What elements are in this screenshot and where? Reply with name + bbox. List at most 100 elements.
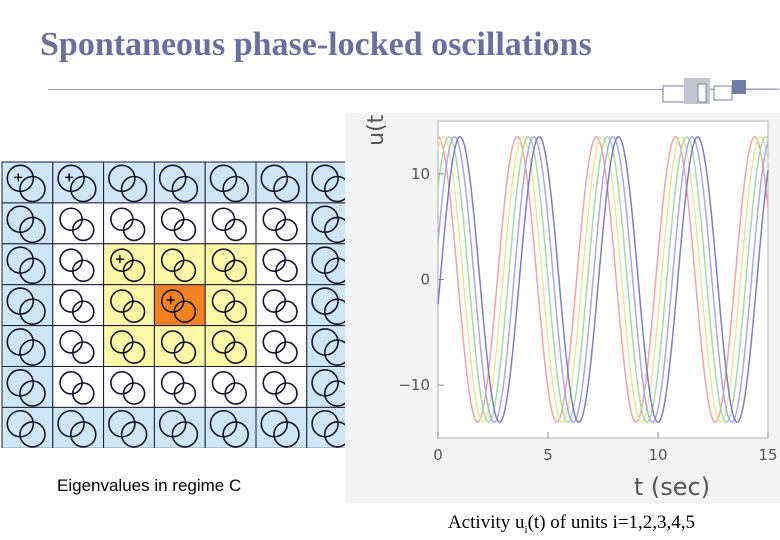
eigenvalue-circle [273,421,300,448]
series-group [437,136,769,423]
grid-cell [103,325,155,368]
grid-cell [153,161,206,204]
grid-cell [255,284,308,327]
grid-cell [153,243,206,286]
grid-cell [52,406,105,448]
eigenvalue-circle [173,382,197,405]
eigenvalue-circle [171,175,199,203]
grid-cell [52,243,105,286]
x-tick-label: 10 [648,446,667,464]
eigenvalue-circle [224,341,247,364]
grid-cell [255,243,308,286]
eigenvalue-circle [69,421,97,448]
grid-cell [255,406,308,448]
eigenvalue-caption: Eigenvalues in regime C [57,476,242,495]
eigenvalue-circle [273,175,300,203]
grid-cell [52,202,105,245]
grid-cell [103,202,155,245]
grid-cell [153,284,206,327]
grid-cell [52,284,105,327]
eigenvalue-circle [222,421,249,448]
eigenvalue-circle [173,300,197,323]
plus-marker [115,255,124,264]
eigenvalue-circle [120,175,148,203]
grid-cell [1,406,54,448]
grid-cell [153,406,206,448]
grid-cell [204,366,257,408]
eigenvalue-circle [122,259,146,283]
grid-cell [255,202,308,245]
eigenvalue-circle [173,259,197,283]
grid-cell [255,366,308,408]
eigenvalue-circle [275,341,298,364]
eigenvalue-circle [120,421,148,448]
eigenvalue-circle [19,216,46,244]
slide-title: Spontaneous phase-locked oscillations [40,26,592,63]
grid-cell [153,202,206,245]
x-axis-label: t (sec) [634,473,710,501]
eigenvalue-circle [275,382,298,405]
activity-caption-suffix: (t) of units i=1,2,3,4,5 [527,512,696,533]
eigenvalue-circle [71,341,95,364]
eigenvalue-circle [69,175,97,203]
grid-cell [1,284,54,327]
x-tick-label: 15 [758,446,777,464]
plus-marker [65,173,74,182]
eigenvalue-circle [19,339,46,366]
y-tick-label: 10 [411,165,430,183]
activity-caption-prefix: Activity u [448,512,525,533]
eigenvalue-circle [224,218,247,242]
grid-cell [204,406,257,448]
x-tick-label: 0 [433,446,443,464]
eigenvalue-circle [19,175,46,203]
grid-cell [153,366,206,408]
eigenvalue-circle [224,382,247,405]
grid-cell [52,366,105,408]
activity-caption-subscript: i [524,523,528,536]
eigenvalue-circle [122,382,146,405]
eigenvalue-circle [71,382,95,405]
grid-cell [1,366,54,408]
grid-cell [204,325,257,368]
eigenvalue-circle [19,380,46,407]
plot-area [437,120,769,439]
eigenvalue-circle [122,300,146,323]
grid-cell [204,243,257,286]
grid-cell [1,202,54,245]
grid-cell [52,325,105,368]
activity-caption: Activity ui(t) of units i=1,2,3,4,5 [448,512,695,536]
plus-marker [166,296,175,305]
grid-cell [1,161,54,204]
grid-cell [103,284,155,327]
eigenvalue-circle [19,421,46,448]
ticks-group: 0 5 10 15 10 0 −10 [398,165,777,464]
eigenvalue-circle [224,300,247,323]
grid-cell [204,202,257,245]
series-line-3 [437,136,769,423]
plus-marker [14,173,23,182]
eigenvalue-circle [275,259,298,283]
grid-cell [153,325,206,368]
eigenvalue-circle [222,175,249,203]
eigenvalue-circle [71,218,95,242]
eigenvalue-circle [173,218,197,242]
eigenvalue-circle [71,259,95,283]
grid-cell [103,366,155,408]
eigenvalue-circle [19,298,46,325]
grid-cell [204,161,257,204]
grid-cell [1,325,54,368]
grid-cell [103,243,155,286]
title-divider [48,89,778,90]
grid-cell [1,243,54,286]
eigenvalue-circle [122,341,146,364]
y-tick-label: −10 [398,376,430,394]
decorative-squares [662,78,780,104]
activity-plot: 0 5 10 15 10 0 −10 u(t) t (sec) [345,113,780,503]
grid-cell [103,161,155,204]
eigenvalue-circle [71,300,95,323]
series-line-1 [437,136,769,423]
eigenvalue-circle [224,259,247,283]
grid-cell [204,284,257,327]
eigenvalue-circle [275,218,298,242]
eigenvalue-grid [1,161,359,448]
